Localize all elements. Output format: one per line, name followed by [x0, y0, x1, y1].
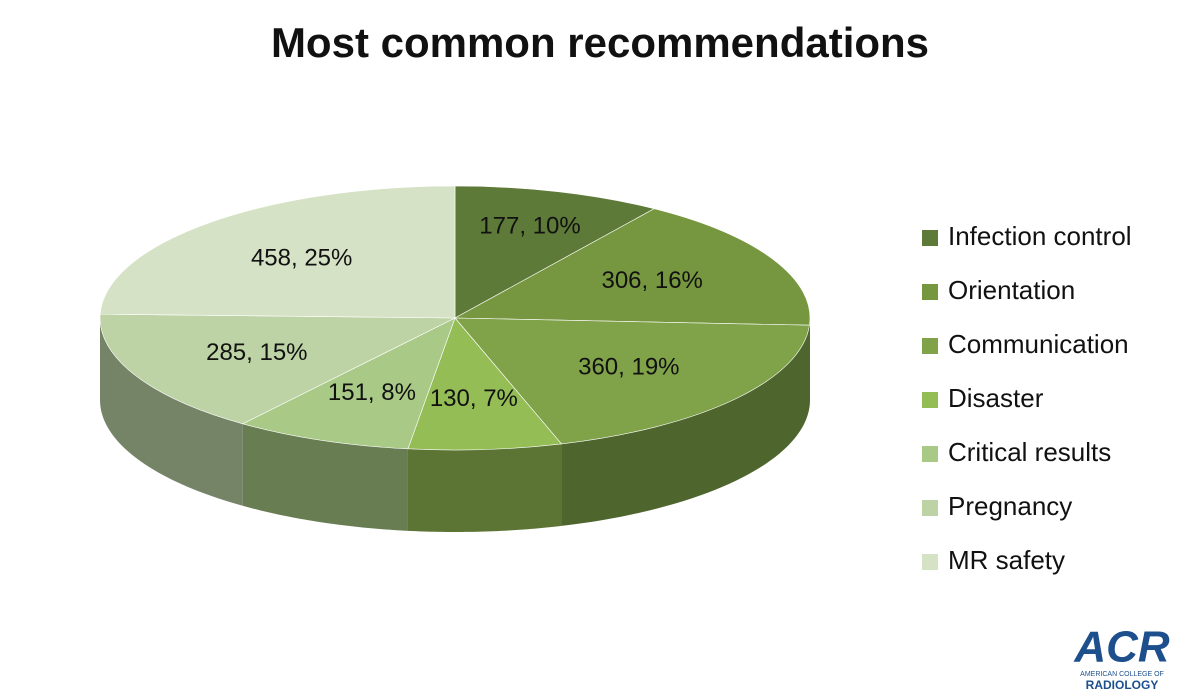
legend-swatch: [922, 500, 938, 516]
legend-label: Disaster: [948, 383, 1044, 413]
legend-swatch: [922, 554, 938, 570]
slice-side: [809, 318, 810, 408]
logo-subtitle: RADIOLOGY: [1086, 678, 1159, 692]
slice: [454, 317, 810, 445]
data-label: 285, 15%: [206, 339, 307, 366]
slice-side: [242, 423, 408, 531]
data-label: 151, 8%: [328, 379, 416, 406]
legend-swatch: [922, 446, 938, 462]
data-label: 177, 10%: [479, 212, 580, 239]
legend-label: Orientation: [948, 275, 1075, 305]
chart-title: Most common recommendations: [271, 19, 929, 66]
slice: [241, 317, 456, 450]
legend-label: Pregnancy: [948, 491, 1072, 521]
legend-label: Communication: [948, 329, 1129, 359]
slice: [454, 185, 655, 319]
legend-swatch: [922, 338, 938, 354]
slice: [99, 313, 456, 425]
data-label: 360, 19%: [578, 354, 679, 381]
slice: [99, 185, 456, 319]
data-label: 458, 25%: [251, 245, 352, 272]
legend-swatch: [922, 230, 938, 246]
legend-label: MR safety: [948, 545, 1065, 575]
slice-side: [407, 443, 562, 532]
slice-side: [100, 318, 243, 506]
slice: [453, 208, 811, 326]
slice-side: [561, 325, 810, 526]
legend-label: Infection control: [948, 221, 1132, 251]
slice: [407, 317, 563, 451]
legend-swatch: [922, 284, 938, 300]
legend-swatch: [922, 392, 938, 408]
data-label: 130, 7%: [430, 385, 518, 412]
legend-label: Critical results: [948, 437, 1111, 467]
logo: ACR: [1073, 623, 1170, 672]
data-label: 306, 16%: [601, 267, 702, 294]
logo-subtitle: AMERICAN COLLEGE OF: [1080, 671, 1164, 678]
